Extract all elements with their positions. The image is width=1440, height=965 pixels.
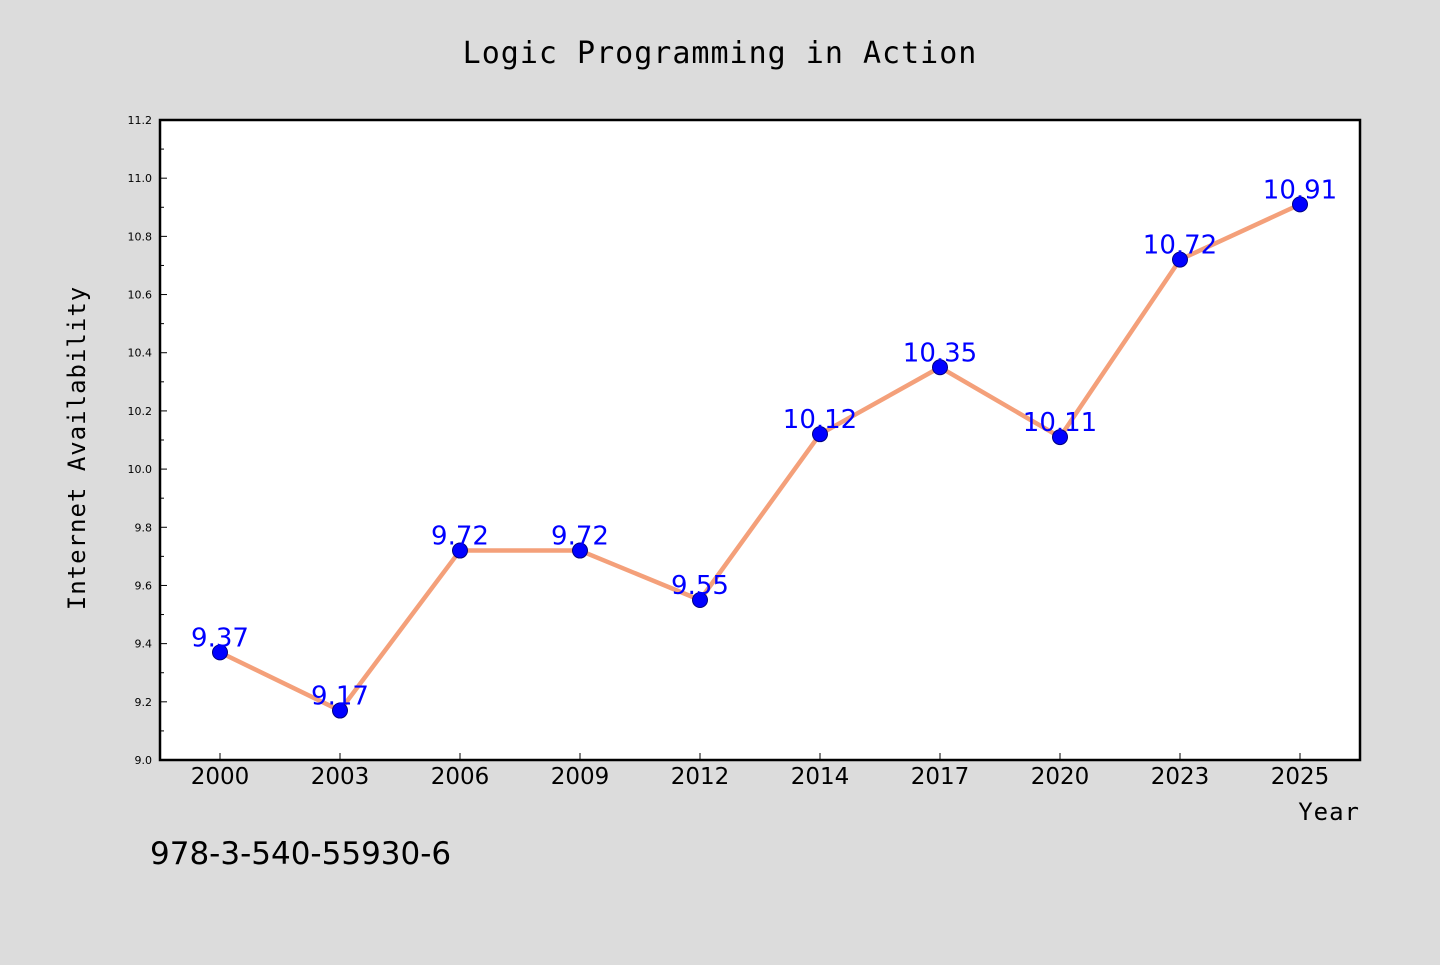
- data-label: 10.11: [1023, 408, 1097, 438]
- data-point: [452, 542, 468, 559]
- x-tick-label: 2020: [1031, 764, 1090, 790]
- data-point: [1292, 196, 1308, 213]
- data-label: 9.72: [431, 522, 489, 552]
- plot-frame: [158, 118, 1362, 762]
- y-tick-label: 9.2: [135, 696, 153, 709]
- x-tick-label: 2017: [911, 764, 970, 790]
- data-label: 10.91: [1263, 175, 1337, 205]
- y-tick-label: 9.8: [135, 521, 153, 534]
- data-label: 10.35: [903, 338, 977, 368]
- data-label: 9.17: [311, 682, 369, 712]
- y-axis: 9.0 9.2 9.4 9.6 9.8 10.0 10.2 10.4 10.6 10.8 11.0 1…: [128, 114, 167, 767]
- y-tick-label: 10.2: [128, 405, 153, 418]
- series-line: [217, 202, 1303, 713]
- y-tick-label: 10.8: [128, 230, 153, 243]
- data-label: 10.72: [1143, 231, 1217, 261]
- data-point: [932, 359, 948, 376]
- series-layer: 9.37 9.17 9.72 9.72 9.55 10.12 10.35 10.11 10.72…: [191, 175, 1337, 719]
- data-point: [212, 644, 228, 661]
- data-label: 10.12: [783, 405, 857, 435]
- y-tick-label: 10.6: [128, 289, 153, 302]
- y-tick-label: 11.0: [128, 172, 153, 185]
- x-tick-label: 2000: [191, 764, 250, 790]
- y-tick-label: 10.4: [128, 347, 153, 360]
- y-axis-label: Internet Availability: [63, 286, 91, 610]
- plot-area: [160, 120, 1360, 760]
- y-tick-label: 10.0: [128, 463, 153, 476]
- y-tick-label: 9.0: [135, 754, 153, 767]
- data-point: [692, 592, 708, 608]
- x-tick-label: 2003: [311, 764, 370, 790]
- data-point: [332, 702, 348, 719]
- y-tick-label: 9.6: [135, 579, 153, 592]
- data-point: [1052, 429, 1068, 446]
- data-label: 9.55: [671, 571, 729, 601]
- x-tick-label: 2006: [431, 764, 490, 790]
- data-point: [1172, 251, 1188, 268]
- x-tick-label: 2023: [1151, 764, 1210, 790]
- data-point: [812, 426, 828, 443]
- data-point: [572, 542, 588, 559]
- x-tick-label: 2012: [671, 764, 730, 790]
- x-axis: 2000 2003 2006 2009 2012 2014 2017 2020 2023 2025: [191, 753, 1330, 790]
- chart-title: Logic Programming in Action: [463, 36, 978, 71]
- y-tick-label: 11.2: [128, 114, 153, 127]
- x-tick-label: 2014: [791, 764, 850, 790]
- data-label: 9.72: [551, 522, 609, 552]
- x-axis-label: Year: [1298, 798, 1360, 826]
- y-tick-label: 9.4: [135, 638, 153, 651]
- annotation-text: 978-3-540-55930-6: [150, 836, 451, 872]
- data-label: 9.37: [191, 623, 249, 653]
- x-tick-label: 2025: [1271, 764, 1330, 790]
- x-tick-label: 2009: [551, 764, 610, 790]
